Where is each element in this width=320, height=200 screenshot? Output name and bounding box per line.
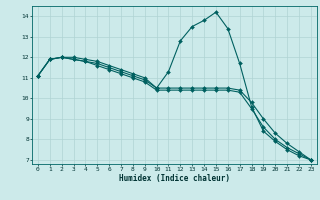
X-axis label: Humidex (Indice chaleur): Humidex (Indice chaleur) [119, 174, 230, 183]
